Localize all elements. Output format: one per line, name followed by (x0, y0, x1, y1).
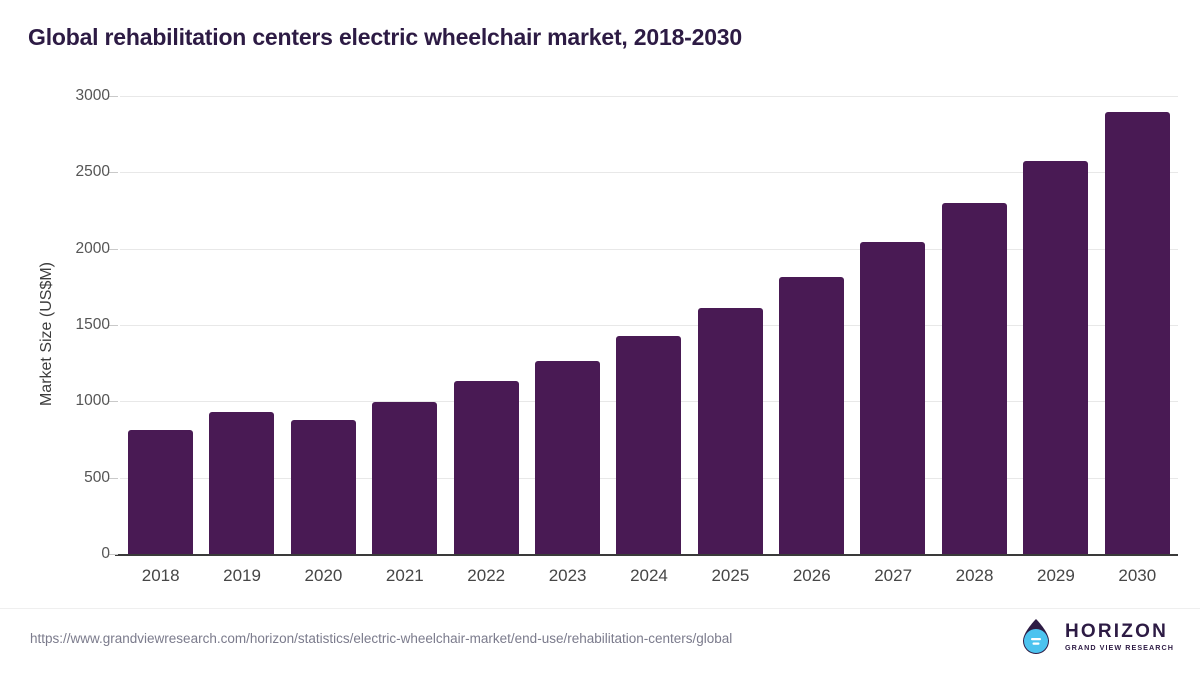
y-axis-tick-mark (108, 401, 118, 403)
gridline (120, 172, 1178, 174)
bar[interactable] (941, 202, 1007, 554)
bar-series (120, 96, 1178, 554)
x-axis-line (115, 554, 1178, 556)
gridline (120, 325, 1178, 326)
x-axis-tick-label: 2019 (223, 566, 261, 585)
gridline (120, 96, 1178, 97)
x-axis-tick-label: 2030 (1118, 566, 1157, 585)
y-axis-tick-label: 1000 (75, 392, 110, 410)
y-axis-tick-mark (108, 172, 118, 174)
x-axis-tick-label: 2023 (548, 566, 587, 585)
y-axis-tick-mark (108, 325, 118, 326)
gridline (120, 248, 1178, 250)
y-axis-tick-label: 2000 (75, 239, 110, 257)
bar[interactable] (290, 420, 356, 554)
y-axis-tick-label: 500 (84, 468, 110, 486)
y-axis-tick-mark (108, 477, 118, 479)
logo-word: HORIZON (1064, 621, 1168, 643)
x-axis-tick-label: 2026 (792, 566, 831, 585)
bar[interactable] (372, 402, 438, 554)
y-axis-tick-label: 0 (101, 545, 110, 562)
bar[interactable] (860, 241, 926, 554)
x-axis-tick-label: 2020 (304, 566, 343, 585)
y-axis-tick-mark (108, 96, 118, 97)
x-axis-tick-label: 2025 (711, 566, 750, 585)
y-axis-tick-mark (108, 554, 118, 555)
bar[interactable] (697, 308, 763, 554)
bar[interactable] (1104, 112, 1170, 554)
bar[interactable] (616, 335, 682, 554)
y-axis-tick-mark (108, 248, 118, 250)
y-axis-tick-label: 2500 (75, 163, 110, 181)
bar[interactable] (779, 276, 845, 554)
horizon-droplet-logo-icon (1016, 617, 1056, 657)
bar[interactable] (209, 412, 275, 554)
y-axis-tick-label: 1500 (75, 316, 110, 333)
bar[interactable] (1023, 160, 1089, 554)
source-url-link[interactable]: https://www.grandviewresearch.com/horizo… (30, 631, 733, 646)
page-title: Global rehabilitation centers electric w… (28, 24, 742, 50)
logo-subtitle: GRAND VIEW RESEARCH (1064, 643, 1174, 653)
x-axis-tick-label: 2021 (385, 566, 424, 585)
y-axis-tick-label: 3000 (75, 87, 110, 104)
bar[interactable] (534, 360, 600, 554)
bar[interactable] (128, 430, 193, 554)
x-axis-tick-label: 2028 (955, 566, 994, 585)
x-axis-tick-label: 2022 (467, 566, 506, 585)
x-axis-tick-label: 2029 (1036, 566, 1075, 585)
bar[interactable] (453, 380, 519, 554)
x-axis-tick-label: 2024 (630, 566, 668, 585)
horizon-logo[interactable]: HORIZON GRAND VIEW RESEARCH (1016, 617, 1174, 657)
x-axis-tick-label: 2027 (874, 566, 913, 585)
logo-wordmark: HORIZON GRAND VIEW RESEARCH (1065, 622, 1174, 651)
x-axis-tick-label: 2018 (141, 566, 180, 585)
footer-divider (0, 608, 1200, 609)
